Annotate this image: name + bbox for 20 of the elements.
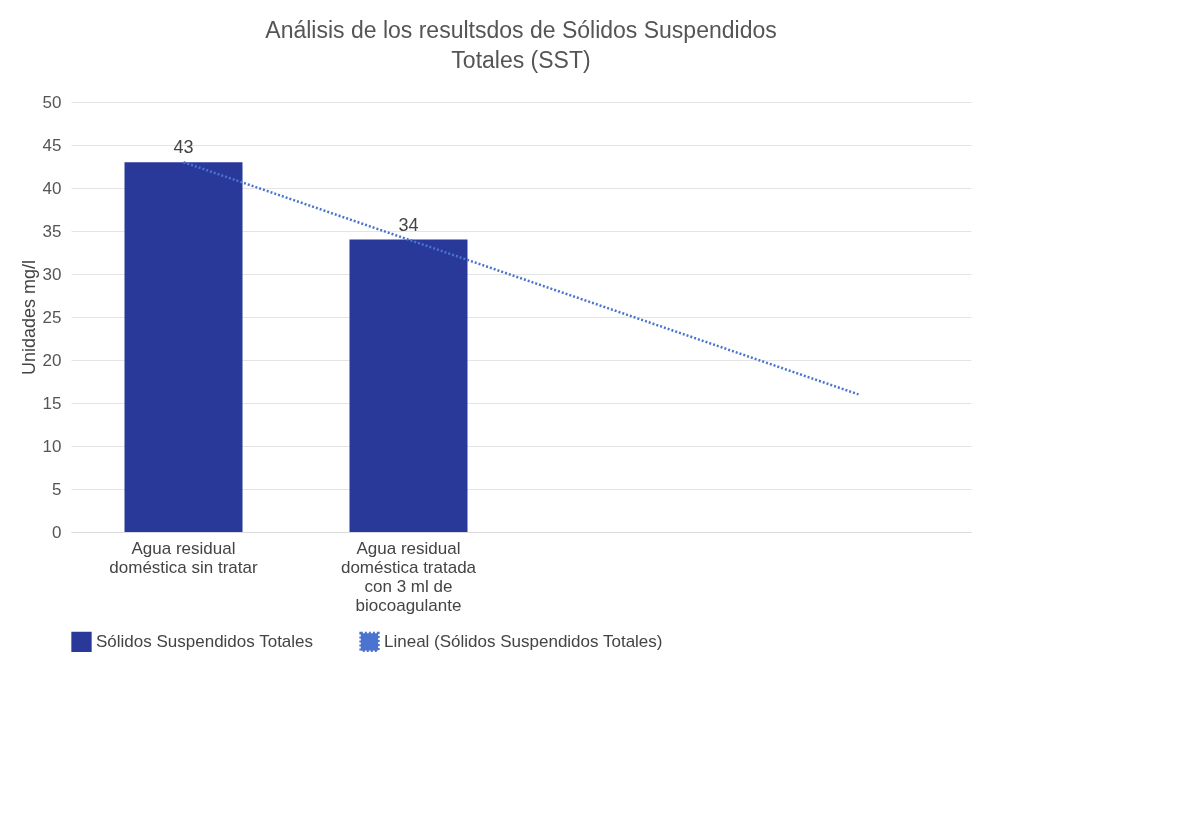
data-label: 43 (173, 137, 194, 158)
y-tick-label: 5 (52, 479, 62, 499)
y-tick-label: 10 (42, 436, 62, 456)
data-label: 34 (398, 214, 419, 235)
y-tick-label: 45 (42, 135, 62, 155)
y-tick-label: 35 (42, 221, 62, 241)
x-tick-label: Agua residual doméstica sin tratar (109, 538, 258, 577)
x-tick-label: Agua residual doméstica tratada con 3 ml de biocoagulante (340, 538, 477, 615)
y-tick-label: 30 (42, 264, 62, 284)
legend-label: Sólidos Suspendidos Totales (96, 631, 314, 651)
y-tick-label: 25 (42, 307, 62, 327)
y-tick-label: 40 (42, 178, 62, 198)
y-tick-label: 20 (42, 350, 62, 370)
legend-label: Lineal (Sólidos Suspendidos Totales) (384, 631, 663, 651)
chart-title: Análisis de los resultsdos de Sólidos Suspendidos Totales (SST) (265, 17, 777, 73)
y-tick-label: 15 (42, 393, 62, 413)
line-series (182, 160, 860, 396)
y-axis-title: Unidades mg/l (18, 259, 39, 376)
y-tick-label: 0 (52, 522, 62, 542)
y-tick-label: 50 (42, 92, 62, 112)
